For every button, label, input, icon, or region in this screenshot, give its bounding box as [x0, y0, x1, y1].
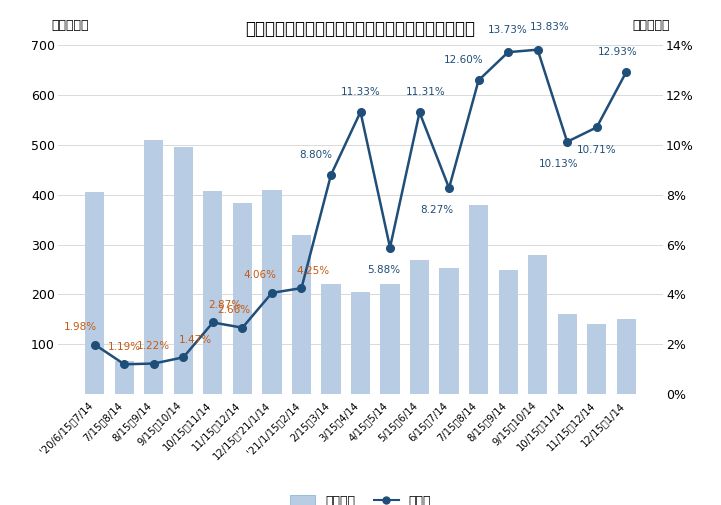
Bar [203, 191, 223, 394]
Text: 8.80%: 8.80% [300, 150, 332, 160]
Text: 1.22%: 1.22% [137, 341, 170, 351]
Text: 11.33%: 11.33% [340, 87, 381, 97]
Bar [85, 192, 105, 394]
Text: 13.83%: 13.83% [529, 22, 570, 32]
Text: 12.60%: 12.60% [444, 56, 484, 65]
Bar [469, 205, 488, 394]
Legend: 検査件数, 陽性例: 検査件数, 陽性例 [285, 490, 436, 505]
Bar [322, 284, 340, 394]
Bar [381, 284, 399, 394]
Bar [587, 324, 606, 394]
Text: 11.31%: 11.31% [406, 87, 446, 97]
Bar [616, 319, 636, 394]
Text: 4.25%: 4.25% [297, 266, 329, 276]
Text: 1.98%: 1.98% [63, 322, 97, 332]
Text: 10.13%: 10.13% [539, 159, 578, 169]
Text: 4.06%: 4.06% [244, 270, 277, 280]
Text: 13.73%: 13.73% [488, 25, 528, 35]
Text: 1.47%: 1.47% [179, 335, 212, 345]
Bar [144, 140, 164, 394]
Text: （陽性率）: （陽性率） [632, 19, 669, 31]
Bar [410, 261, 429, 394]
Text: 8.27%: 8.27% [420, 206, 454, 216]
Text: 10.71%: 10.71% [577, 145, 616, 155]
Text: 2.66%: 2.66% [217, 305, 250, 315]
Bar [292, 235, 311, 394]
Text: 5.88%: 5.88% [368, 265, 401, 275]
Text: 12.93%: 12.93% [598, 47, 637, 57]
Text: （検査数）: （検査数） [52, 19, 89, 31]
Bar [351, 292, 370, 394]
Bar [174, 147, 193, 394]
Bar [262, 190, 281, 394]
Text: 2.87%: 2.87% [208, 300, 242, 310]
Bar [233, 203, 252, 394]
Bar [115, 361, 134, 394]
Title: 東京ミッドタウンクリニックでの抗体検査の陽性率: 東京ミッドタウンクリニックでの抗体検査の陽性率 [245, 20, 476, 38]
Bar [557, 314, 577, 394]
Bar [498, 271, 518, 394]
Text: 1.19%: 1.19% [107, 342, 141, 352]
Bar [528, 255, 547, 394]
Bar [440, 269, 459, 394]
